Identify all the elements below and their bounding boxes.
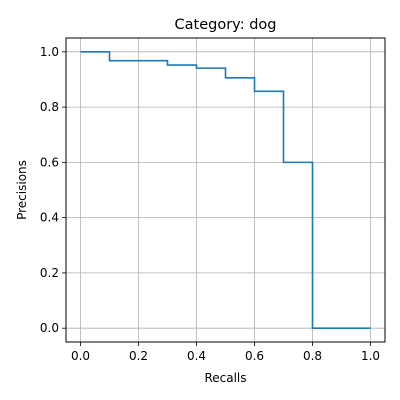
- x-tick-label: 0.4: [187, 349, 206, 363]
- y-tick-label: 0.2: [40, 266, 59, 280]
- y-tick-label: 0.0: [40, 321, 59, 335]
- plot-frame: [65, 37, 386, 343]
- precision-recall-step-line: [80, 51, 371, 329]
- y-axis-label: Precisions: [15, 160, 29, 220]
- y-tick-label: 0.4: [40, 211, 59, 225]
- x-tick-label: 0.8: [303, 349, 322, 363]
- plot-series: [80, 51, 371, 329]
- x-axis-label: Recalls: [204, 371, 246, 385]
- y-tick-label: 0.8: [40, 100, 59, 114]
- y-axis-ticks: 0.0 0.2 0.4 0.6 0.8 1.0: [40, 45, 66, 335]
- chart-title: Category: dog: [175, 17, 277, 33]
- x-tick-label: 0.2: [129, 349, 148, 363]
- x-axis-ticks: 0.0 0.2 0.4 0.6 0.8 1.0: [71, 342, 380, 363]
- x-tick-label: 0.6: [245, 349, 264, 363]
- y-tick-label: 0.6: [40, 155, 59, 169]
- y-tick-label: 1.0: [40, 45, 59, 59]
- x-tick-label: 0.0: [71, 349, 90, 363]
- x-tick-label: 1.0: [361, 349, 380, 363]
